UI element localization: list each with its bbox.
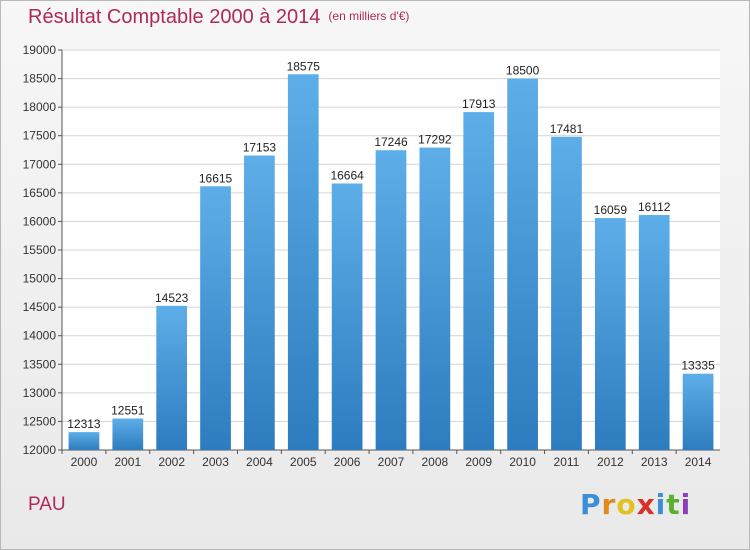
x-tick-label: 2006	[334, 455, 361, 469]
bar	[200, 186, 231, 451]
x-tick-label: 2008	[422, 455, 449, 469]
bar	[419, 147, 451, 450]
proxiti-logo[interactable]: Proxiti	[580, 488, 691, 521]
data-label: 16615	[199, 171, 233, 185]
bar	[156, 305, 188, 450]
y-tick-label: 18500	[23, 72, 57, 86]
bar	[244, 155, 275, 451]
data-label: 17481	[550, 122, 584, 136]
data-label: 17246	[374, 135, 408, 149]
place-name: PAU	[28, 494, 66, 515]
bar	[375, 150, 407, 450]
y-tick-label: 16000	[23, 214, 57, 228]
logo-letter: t	[666, 488, 681, 521]
data-label: 12313	[67, 417, 101, 431]
data-label: 16059	[594, 203, 628, 217]
y-tick-label: 15000	[23, 272, 57, 286]
logo-letter: P	[580, 488, 602, 521]
y-tick-label: 18000	[23, 100, 57, 114]
bar	[594, 218, 626, 450]
x-tick-label: 2000	[71, 455, 98, 469]
y-tick-label: 14000	[23, 329, 57, 343]
data-label: 14523	[155, 291, 189, 305]
y-tick-label: 17500	[23, 129, 57, 143]
title-text: Résultat Comptable 2000 à 2014	[28, 6, 321, 28]
x-tick-label: 2011	[554, 455, 580, 469]
data-label: 18575	[287, 59, 321, 73]
bar	[287, 74, 319, 451]
chart-subtitle: (en milliers d'€)	[328, 9, 410, 23]
x-tick-label: 2003	[202, 455, 229, 469]
bar	[463, 112, 495, 450]
y-tick-label: 17000	[23, 157, 57, 171]
bar	[507, 78, 538, 451]
y-tick-label: 16500	[23, 186, 57, 200]
logo-letter: i	[680, 488, 692, 521]
y-tick-label: 14500	[23, 300, 57, 314]
x-tick-label: 2009	[465, 455, 492, 469]
bar	[112, 418, 144, 450]
y-tick-label: 15500	[23, 243, 57, 257]
bar	[551, 136, 582, 451]
data-label: 18500	[506, 64, 540, 78]
y-tick-label: 12000	[23, 443, 57, 457]
x-tick-label: 2007	[378, 455, 405, 469]
y-tick-label: 19000	[23, 43, 57, 57]
x-tick-label: 2014	[685, 455, 712, 469]
x-tick-label: 2013	[641, 455, 668, 469]
x-tick-label: 2002	[158, 455, 185, 469]
data-label: 16664	[330, 168, 364, 182]
bar	[638, 215, 670, 450]
x-tick-label: 2005	[290, 455, 317, 469]
x-tick-label: 2004	[246, 455, 273, 469]
logo-letter: r	[601, 488, 617, 521]
x-tick-label: 2001	[114, 455, 141, 469]
data-label: 13335	[681, 359, 715, 373]
chart-title: Résultat Comptable 2000 à 2014 (en millie…	[28, 6, 409, 29]
y-tick-label: 12500	[23, 414, 57, 428]
x-tick-label: 2010	[509, 455, 536, 469]
logo-letter: i	[655, 488, 667, 521]
logo-letter: o	[616, 488, 637, 521]
bar	[331, 183, 363, 450]
x-tick-label: 2012	[597, 455, 624, 469]
data-label: 16112	[638, 200, 671, 214]
data-label: 17913	[462, 97, 496, 111]
bar	[682, 373, 714, 450]
y-tick-label: 13000	[23, 386, 57, 400]
data-label: 12551	[111, 404, 145, 418]
logo-letter: x	[636, 488, 656, 521]
data-label: 17292	[418, 133, 452, 147]
y-tick-label: 13500	[23, 357, 57, 371]
bar	[68, 432, 100, 450]
data-label: 17153	[243, 141, 277, 155]
